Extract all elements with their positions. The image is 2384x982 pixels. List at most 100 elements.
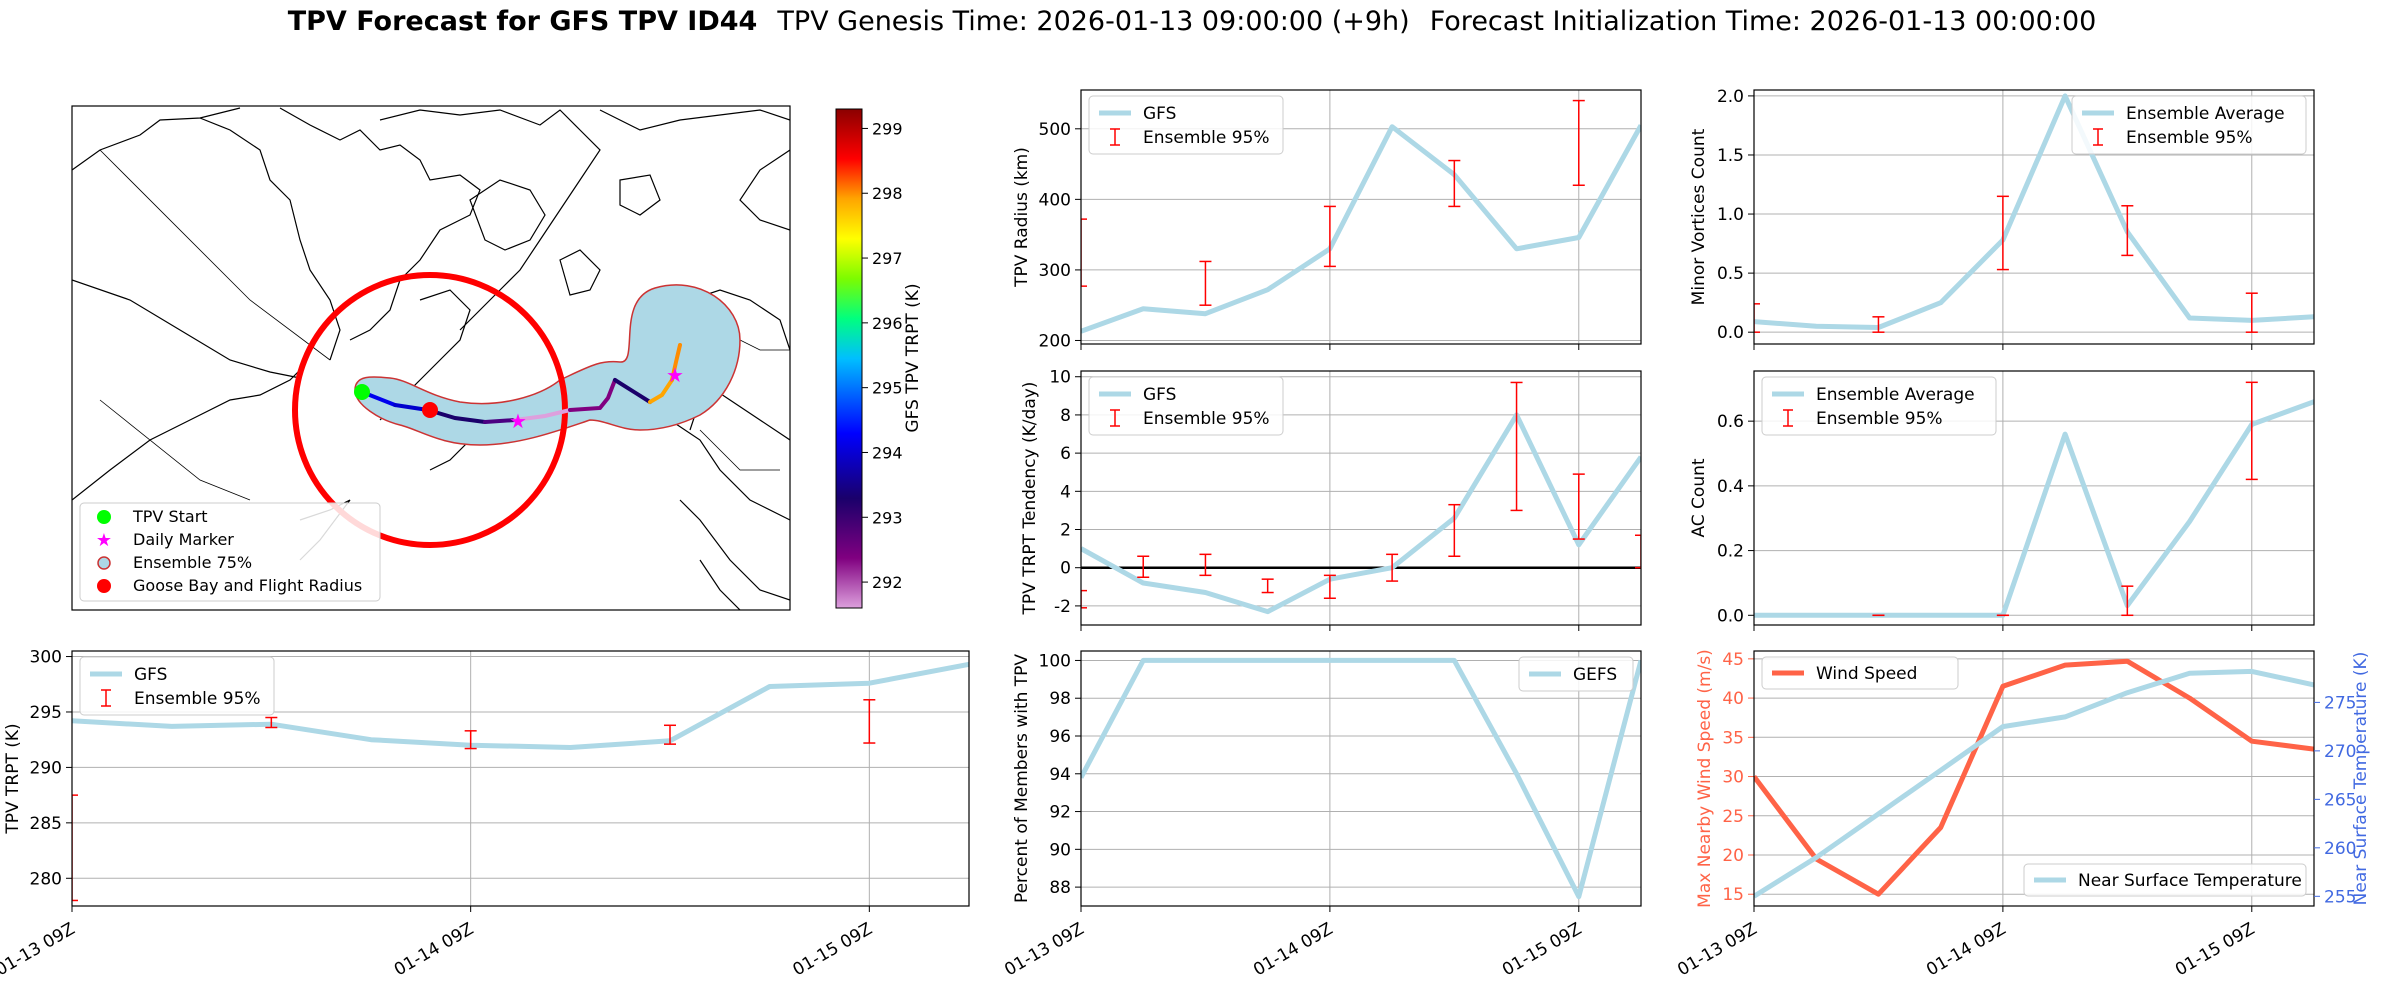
wind-series-line xyxy=(1754,658,2314,897)
percent-ytick-label: 96 xyxy=(1049,727,1071,747)
percent-ylabel: Percent of Members with TPV xyxy=(1012,654,1032,903)
percent-plot xyxy=(1081,657,1641,900)
ac-ytick-label: 0.0 xyxy=(1717,606,1744,626)
radius-ytick-label: 400 xyxy=(1039,190,1071,210)
legend-ensemble-icon xyxy=(97,556,111,570)
figure-title: TPV Forecast for GFS TPV ID44 TPV Genesis… xyxy=(0,6,2384,37)
ac-ytick-label: 0.6 xyxy=(1717,412,1744,432)
temp-legend-box xyxy=(2023,863,2307,897)
wind-legend-wind: Wind Speed xyxy=(1761,656,1959,690)
map-legend: TPV Start ★ Daily Marker Ensemble 75% Go… xyxy=(79,502,381,602)
wind-ytick-right-label: 255 xyxy=(2324,887,2356,907)
wind-ytick-label: 25 xyxy=(1722,807,1744,827)
wind-ytick-right-label: 270 xyxy=(2324,742,2356,762)
colorbar-label: GFS TPV TRPT (K) xyxy=(903,283,923,432)
tendency-frame xyxy=(1080,370,1642,626)
minor-legend-label: Ensemble Average xyxy=(2126,104,2285,124)
minor-frame xyxy=(1753,89,2315,345)
percent-frame xyxy=(1080,650,1642,907)
goose-bay-marker xyxy=(422,402,438,418)
map-panel: ★ ★ TPV Start ★ Daily Marker Ensemble 75… xyxy=(71,105,923,611)
wind-legend-box xyxy=(1761,656,1959,690)
tendency-ytick-label: -2 xyxy=(1054,597,1071,617)
radius-ylabel: TPV Radius (km) xyxy=(1012,147,1032,288)
tendency-legend-label: GFS xyxy=(1143,385,1176,405)
minor-ytick-label: 1.5 xyxy=(1717,146,1744,166)
tpv-track xyxy=(360,343,682,424)
percent-ytick-label: 90 xyxy=(1049,840,1071,860)
colorbar-tick-label: 297 xyxy=(872,249,903,268)
trpt-panel: 280 285 290 295 300 01-13 09Z 01-14 09Z 01-15 0… xyxy=(0,648,970,980)
radius-legend-box xyxy=(1088,95,1284,155)
trpt-xtick-label: 01-13 09Z xyxy=(0,919,79,980)
ac-ylabel: AC Count xyxy=(1689,458,1709,537)
legend-ensemble-label: Ensemble 75% xyxy=(133,553,252,572)
wind-ytick-label: 30 xyxy=(1722,768,1744,788)
percent-series-line xyxy=(1081,657,1641,900)
percent-ytick-label: 94 xyxy=(1049,765,1071,785)
ac-frame xyxy=(1753,370,2315,626)
radius-legend-label: Ensemble 95% xyxy=(1143,128,1270,148)
tpv-start-marker xyxy=(354,384,370,400)
ac-ytick-label: 0.4 xyxy=(1717,477,1744,497)
minor-ylabel: Minor Vortices Count xyxy=(1689,128,1709,305)
wind-ytick-right-label: 275 xyxy=(2324,693,2356,713)
trpt-xtick-label: 01-15 09Z xyxy=(790,919,876,980)
radius-ytick-label: 500 xyxy=(1039,120,1071,140)
colorbar-tick-label: 293 xyxy=(872,508,903,527)
percent-xtick-label: 01-13 09Z xyxy=(1001,919,1087,980)
wind-xtick-label: 01-14 09Z xyxy=(1923,919,2009,980)
daily-marker: ★ xyxy=(509,409,527,433)
minor-legend-label: Ensemble 95% xyxy=(2126,128,2253,148)
wind-ylabel-right: Near Surface Temperature (K) xyxy=(2351,652,2371,906)
map-frame xyxy=(71,105,791,611)
borders xyxy=(99,149,790,501)
wind-ytick-label: 20 xyxy=(1722,846,1744,866)
wind-panel: 15 20 25 30 35 40 45 01-13 09Z 01-14 09Z 01-15 09… xyxy=(1674,649,2371,980)
trpt-series-line xyxy=(72,661,969,750)
legend-start-icon xyxy=(97,510,111,524)
radius-legend: GFS Ensemble 95% xyxy=(1088,95,1284,155)
legend-start-label: TPV Start xyxy=(132,507,208,526)
wind-ytick-label: 45 xyxy=(1722,650,1744,670)
minor-ytick-label: 2.0 xyxy=(1717,87,1744,107)
legend-goose-icon xyxy=(97,579,111,593)
init-time: Forecast Initialization Time: 2026-01-13… xyxy=(1429,6,2097,37)
minor-ytick-label: 0.5 xyxy=(1717,264,1744,284)
trpt-plot xyxy=(72,661,969,902)
wind-ytick-right-label: 265 xyxy=(2324,790,2356,810)
tendency-ytick-label: 4 xyxy=(1060,482,1071,502)
ensemble-75-region xyxy=(354,284,741,446)
tendency-legend: GFS Ensemble 95% xyxy=(1088,376,1284,436)
colorbar-tick-label: 299 xyxy=(872,119,903,138)
legend-goose-label: Goose Bay and Flight Radius xyxy=(133,576,362,595)
wind-ytick-label: 40 xyxy=(1722,689,1744,709)
wind-ylabel: Max Nearby Wind Speed (m/s) xyxy=(1695,649,1715,908)
legend-daily-icon: ★ xyxy=(96,530,112,551)
trpt-frame xyxy=(71,650,970,907)
trpt-xtick-label: 01-14 09Z xyxy=(391,919,477,980)
minor-legend-box xyxy=(2071,95,2307,155)
tendency-panel: -2 0 2 4 6 8 10 TPV TRPT Tendency (K/day) GFS Ens… xyxy=(1020,368,1642,631)
trpt-ylabel: TPV TRPT (K) xyxy=(3,723,23,834)
tendency-ylabel: TPV TRPT Tendency (K/day) xyxy=(1020,382,1040,616)
wind-ytick-right-label: 260 xyxy=(2324,839,2356,859)
minor-series-line xyxy=(1754,93,2314,330)
wind-ytick-label: 15 xyxy=(1722,885,1744,905)
ac-legend-label: Ensemble 95% xyxy=(1816,409,1943,429)
ac-legend-box xyxy=(1761,376,1997,436)
tendency-ytick-label: 0 xyxy=(1060,559,1071,579)
colorbar-tick-label: 296 xyxy=(872,314,903,333)
trpt-ytick-label: 285 xyxy=(30,814,62,834)
wind-legend-temp: Near Surface Temperature xyxy=(2023,863,2307,897)
percent-ytick-label: 88 xyxy=(1049,878,1071,898)
tendency-plot xyxy=(1081,381,1641,615)
radius-ytick-label: 200 xyxy=(1039,331,1071,351)
trpt-legend-label: GFS xyxy=(134,665,167,685)
radius-series-line xyxy=(1081,124,1641,334)
colorbar-tick-label: 295 xyxy=(872,379,903,398)
ac-legend-label: Ensemble Average xyxy=(1816,385,1975,405)
wind-legend-label: Wind Speed xyxy=(1816,664,1917,684)
radius-plot xyxy=(1081,99,1641,334)
